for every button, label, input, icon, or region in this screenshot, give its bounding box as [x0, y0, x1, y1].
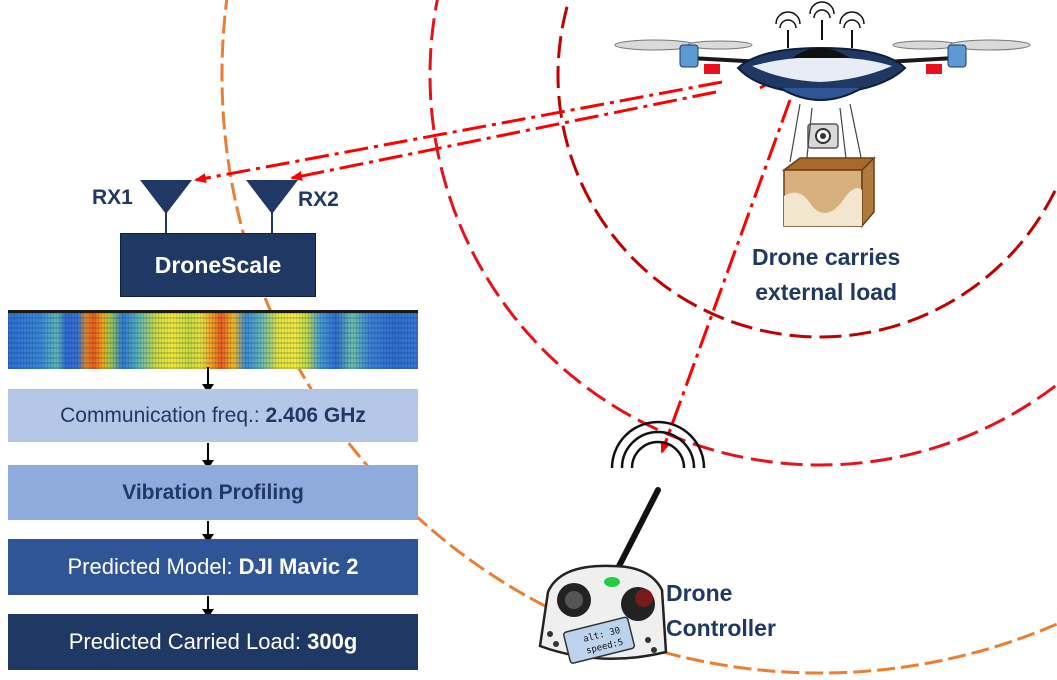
- predicted-model-value: DJI Mavic 2: [238, 554, 359, 579]
- controller-caption-line1: Drone: [666, 580, 733, 606]
- dronescale-label: DroneScale: [154, 251, 282, 278]
- comm-freq-value: 2.406 GHz: [265, 403, 366, 427]
- predicted-load-box: Predicted Carried Load: 300g: [8, 614, 418, 670]
- predicted-load-label: Predicted Carried Load:: [68, 629, 308, 654]
- arrow-vibration-to-model: [202, 521, 214, 543]
- comm-freq-label: Communication freq.:: [60, 403, 266, 427]
- predicted-load-value: 300g: [307, 629, 358, 654]
- drone-caption-line1: Drone carries: [752, 244, 901, 270]
- arrow-model-to-load: [202, 596, 214, 618]
- range-ring-inner-dark: [556, 0, 1057, 339]
- predicted-model-label: Predicted Model:: [67, 554, 239, 579]
- package-icon: [781, 156, 876, 229]
- antenna-rx2-icon: [246, 180, 298, 234]
- controller-caption: Drone Controller: [666, 576, 776, 646]
- signal-path-rx2: [290, 90, 717, 181]
- rx2-label: RX2: [298, 188, 339, 211]
- vibration-profiling-label: Vibration Profiling: [122, 480, 304, 504]
- controller-caption-line2: Controller: [666, 615, 776, 641]
- spectrogram-image: [8, 310, 418, 369]
- drone-caption: Drone carries external load: [752, 240, 900, 310]
- dronescale-box: DroneScale: [120, 233, 316, 297]
- rx1-label: RX1: [92, 186, 133, 209]
- predicted-model-box: Predicted Model: DJI Mavic 2: [8, 539, 418, 595]
- antenna-rx1-icon: [140, 180, 192, 234]
- signal-path-rx1: [194, 80, 723, 184]
- drone-caption-line2: external load: [755, 279, 898, 305]
- signal-path-controller: [660, 99, 792, 454]
- range-ring-middle-red: [428, 0, 1057, 467]
- comm-freq-box: Communication freq.: 2.406 GHz: [8, 389, 418, 442]
- vibration-profiling-box: Vibration Profiling: [8, 465, 418, 520]
- drone-icon: [614, 1, 1031, 227]
- controller-icon: alt: 30 speed:5: [538, 420, 706, 664]
- range-ring-outer-orange: [220, 0, 1057, 675]
- arrow-freq-to-vibration: [202, 443, 214, 469]
- arrow-spectrogram-to-freq: [202, 367, 214, 393]
